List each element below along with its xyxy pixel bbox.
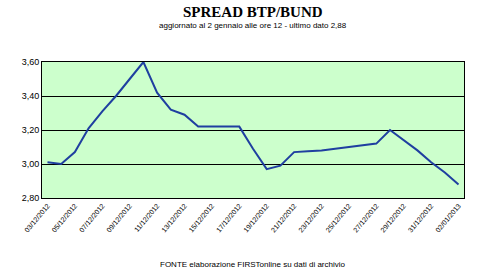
svg-text:03/12/2012: 03/12/2012 [23,202,51,233]
svg-text:3,00: 3,00 [22,159,40,169]
svg-text:31/12/2012: 31/12/2012 [407,202,435,233]
svg-text:07/12/2012: 07/12/2012 [78,202,106,233]
svg-text:23/12/2012: 23/12/2012 [297,202,325,233]
svg-text:27/12/2012: 27/12/2012 [352,202,380,233]
svg-text:aggiornato al 2 gennaio alle o: aggiornato al 2 gennaio alle ore 12 - ul… [159,21,347,30]
svg-text:13/12/2012: 13/12/2012 [160,202,188,233]
svg-text:SPREAD BTP/BUND: SPREAD BTP/BUND [183,4,323,20]
svg-text:2,80: 2,80 [22,193,40,203]
svg-text:15/12/2012: 15/12/2012 [187,202,215,233]
svg-text:25/12/2012: 25/12/2012 [324,202,352,233]
svg-text:3,20: 3,20 [22,125,40,135]
svg-text:3,40: 3,40 [22,91,40,101]
svg-text:17/12/2012: 17/12/2012 [215,202,243,233]
svg-text:19/12/2012: 19/12/2012 [242,202,270,233]
svg-text:11/12/2012: 11/12/2012 [133,202,161,233]
svg-text:09/12/2012: 09/12/2012 [105,202,133,233]
svg-text:05/12/2012: 05/12/2012 [50,202,78,233]
svg-text:02/01/2013: 02/01/2013 [434,202,462,233]
svg-text:FONTE elaborazione FIRSTonline: FONTE elaborazione FIRSTonline su dati d… [160,260,346,269]
svg-text:3,60: 3,60 [22,57,40,67]
svg-text:29/12/2012: 29/12/2012 [379,202,407,233]
svg-text:21/12/2012: 21/12/2012 [270,202,298,233]
